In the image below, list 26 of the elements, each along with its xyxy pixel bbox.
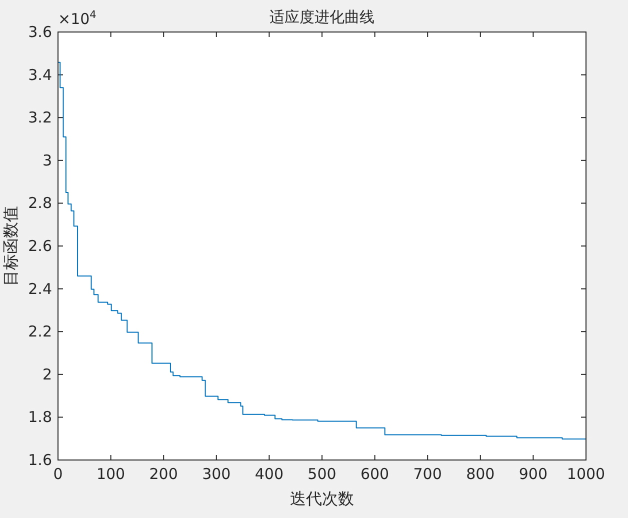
y-tick-label: 3 (42, 151, 52, 170)
y-tick-label: 2.8 (28, 194, 52, 212)
x-axis-title: 迭代次数 (290, 489, 354, 508)
x-tick-label: 200 (149, 465, 178, 483)
x-tick-label: 300 (202, 465, 231, 483)
y-tick-label: 2 (42, 365, 52, 384)
x-tick-label: 700 (413, 465, 442, 483)
y-tick-label: 3.2 (28, 108, 52, 127)
y-tick-label: 2.2 (28, 322, 52, 341)
y-tick-label: 2.6 (28, 237, 52, 255)
y-tick-label: 1.8 (28, 408, 52, 426)
x-tick-label: 500 (308, 465, 336, 483)
y-tick-label: 2.4 (28, 280, 52, 298)
x-tick-label: 800 (466, 465, 495, 483)
x-tick-label: 400 (254, 465, 284, 483)
x-tick-label: 600 (360, 465, 390, 483)
y-tick-label: 3.6 (28, 23, 52, 41)
x-tick-label: 900 (518, 465, 548, 483)
text: ×10$^{4}$ (58, 9, 97, 28)
x-tick-label: 1000 (566, 465, 606, 483)
x-tick-label: 100 (96, 465, 126, 483)
y-tick-label: 3.4 (28, 66, 52, 84)
x-tick-label: 0 (53, 465, 63, 483)
chart-title: 适应度进化曲线 (270, 8, 374, 26)
y-tick-label: 1.6 (28, 451, 52, 469)
y-axis-title: 目标函数值 (1, 206, 20, 286)
